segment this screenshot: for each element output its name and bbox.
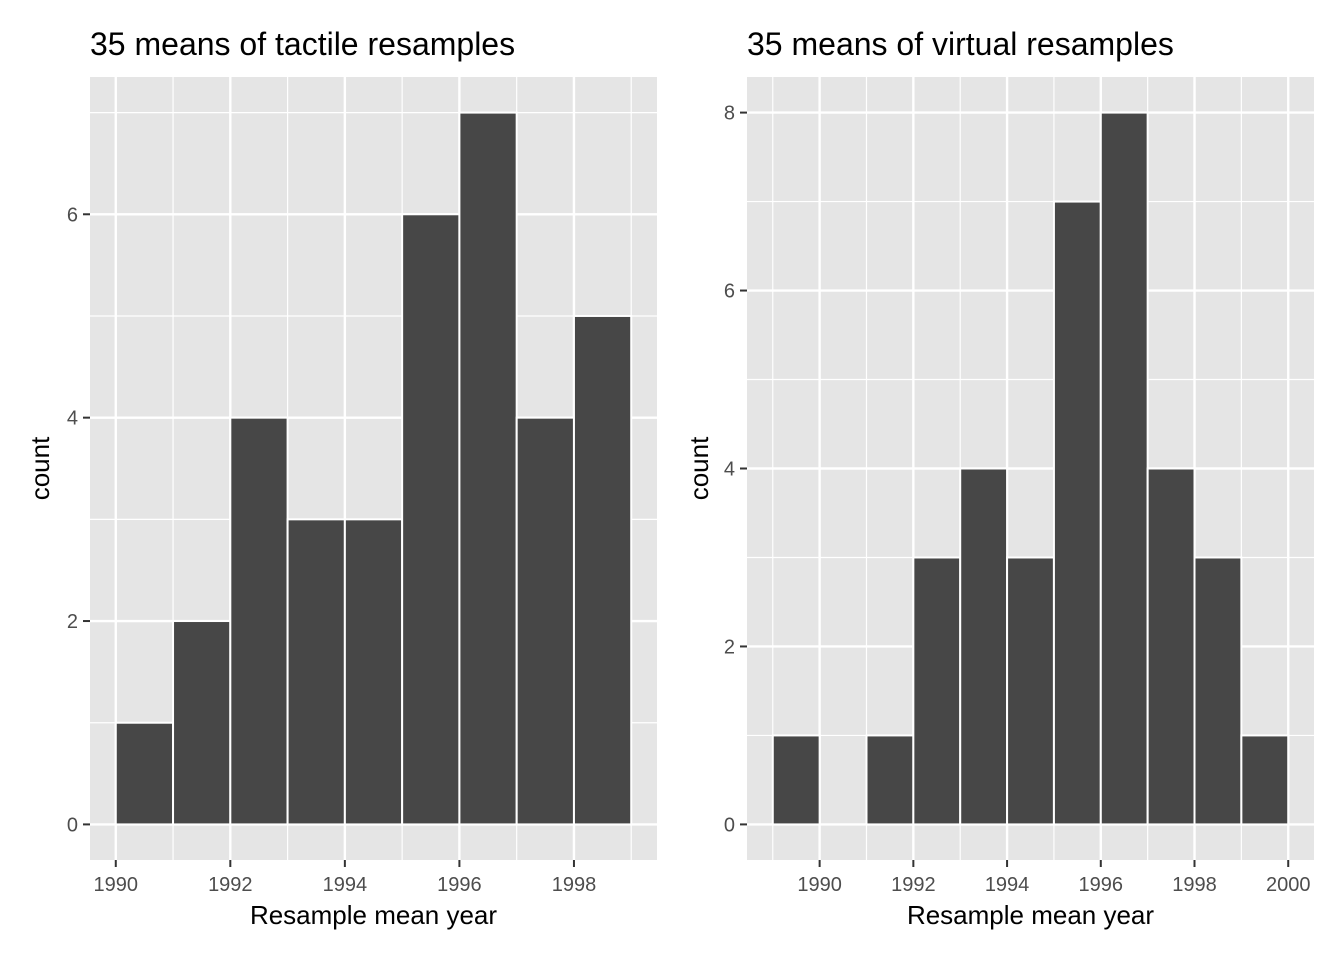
tactile-bar-1991: [172, 620, 232, 826]
tactile-x-axis-title: Resample mean year: [250, 900, 497, 930]
tactile-chart-title: 35 means of tactile resamples: [90, 26, 515, 62]
virtual-chart-title: 35 means of virtual resamples: [747, 26, 1174, 62]
virtual-bar-1989: [771, 734, 821, 826]
tactile-x-tick-label: 1998: [552, 874, 597, 896]
virtual-bar-1998: [1193, 556, 1243, 826]
virtual-bar-1996: [1099, 111, 1149, 826]
tactile-bar-1996: [458, 111, 518, 826]
virtual-y-axis-title: count: [684, 436, 714, 500]
tactile-bar-1995: [401, 213, 461, 826]
virtual-bar-1992: [912, 556, 962, 826]
tactile-bar-1990: [114, 721, 175, 826]
virtual-bar-1993: [959, 467, 1009, 826]
virtual-bar-1995: [1052, 200, 1102, 826]
tactile-axes: 1990 1992 1994 1996 1998 0 2 4 6: [67, 204, 596, 896]
virtual-y-tick-label: 2: [724, 636, 735, 658]
tactile-bar-1998: [572, 314, 633, 826]
virtual-y-tick-label: 6: [724, 281, 735, 303]
virtual-histogram-panel: 35 means of virtual resamples 1990 1992 19…: [684, 26, 1314, 930]
virtual-x-axis-title: Resample mean year: [907, 900, 1154, 930]
virtual-x-tick-label: 1998: [1172, 874, 1217, 896]
virtual-bar-1991: [865, 734, 915, 826]
virtual-bar-1997: [1146, 467, 1196, 826]
virtual-y-tick-label: 0: [724, 814, 735, 836]
tactile-bar-1992: [229, 416, 289, 826]
tactile-y-axis-title: count: [25, 436, 55, 500]
virtual-bar-1999: [1240, 734, 1290, 826]
tactile-y-tick-label: 0: [67, 814, 78, 836]
tactile-bars: [114, 111, 633, 826]
tactile-y-tick-label: 6: [67, 204, 78, 226]
tactile-bar-1993: [286, 518, 346, 826]
tactile-x-tick-label: 1992: [208, 874, 253, 896]
tactile-bar-1994: [343, 518, 404, 826]
virtual-y-tick-label: 8: [724, 103, 735, 125]
virtual-x-tick-label: 1990: [797, 874, 842, 896]
tactile-x-tick-label: 1996: [437, 874, 482, 896]
virtual-x-tick-label: 2000: [1266, 874, 1311, 896]
virtual-bars: [771, 111, 1290, 826]
virtual-x-tick-label: 1992: [891, 874, 936, 896]
tactile-y-tick-label: 4: [67, 408, 78, 430]
virtual-y-tick-label: 4: [724, 459, 735, 481]
virtual-axes: 1990 1992 1994 1996 1998 2000 0 2 4 6 8: [724, 103, 1311, 896]
tactile-histogram-panel: 35 means of tactile resamples 1990 1992 19…: [25, 26, 657, 930]
virtual-x-tick-label: 1996: [1079, 874, 1124, 896]
tactile-bar-1997: [515, 416, 575, 826]
tactile-y-tick-label: 2: [67, 611, 78, 633]
tactile-x-tick-label: 1990: [94, 874, 139, 896]
tactile-x-tick-label: 1994: [323, 874, 368, 896]
virtual-x-tick-label: 1994: [985, 874, 1030, 896]
virtual-bar-1994: [1006, 556, 1055, 826]
